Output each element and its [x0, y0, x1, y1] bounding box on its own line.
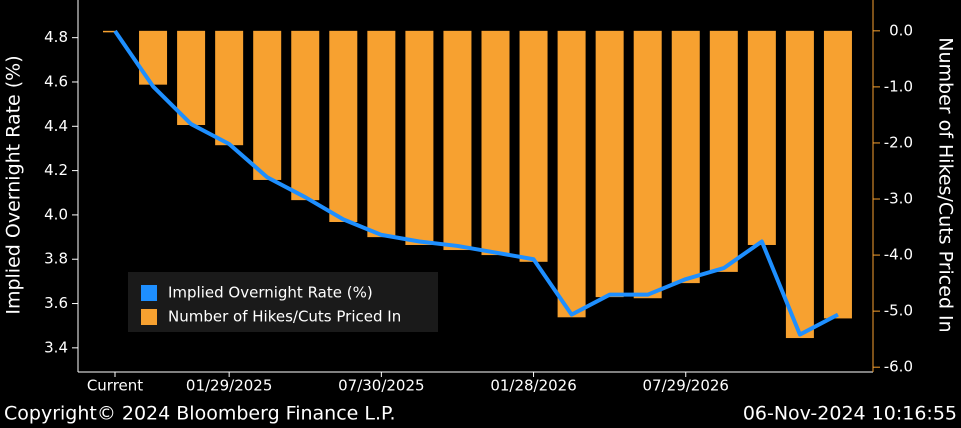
legend: Implied Overnight Rate (%) Number of Hike… [128, 272, 438, 332]
footer-timestamp: 06-Nov-2024 10:16:55 [743, 403, 957, 425]
legend-swatch [141, 309, 157, 325]
y2-tick-label: -1.0 [884, 77, 913, 95]
bar [367, 30, 396, 238]
bar [671, 30, 700, 284]
y2-tick-label: 0.0 [889, 21, 913, 39]
y-tick-label: 3.6 [44, 294, 68, 312]
legend-box [128, 272, 438, 332]
bar [519, 30, 548, 262]
bar [253, 30, 282, 180]
bar [329, 30, 358, 223]
bar [747, 30, 776, 245]
footer-copyright: Copyright© 2024 Bloomberg Finance L.P. [4, 403, 396, 425]
y2-axis-label: Number of Hikes/Cuts Priced In [935, 37, 957, 332]
bar [291, 30, 320, 201]
bar [785, 30, 814, 339]
bar [633, 30, 662, 299]
bar [139, 30, 168, 85]
y-tick-label: 4.4 [44, 117, 68, 135]
y-axis-label: Implied Overnight Rate (%) [3, 55, 25, 314]
y2-tick-label: -4.0 [884, 246, 913, 264]
y-tick-label: 3.8 [44, 250, 68, 268]
x-tick-label: 07/30/2025 [338, 377, 424, 395]
bar [103, 30, 117, 33]
y-tick-label: 4.0 [44, 205, 68, 223]
y-tick-label: 4.2 [44, 161, 68, 179]
rate-line [113, 29, 839, 337]
x-tick-label: 07/29/2026 [643, 377, 729, 395]
y2-tick-label: -6.0 [884, 358, 913, 376]
legend-label: Implied Overnight Rate (%) [168, 284, 373, 302]
legend-label: Number of Hikes/Cuts Priced In [168, 308, 401, 326]
bar [215, 30, 244, 146]
y2-tick-label: -3.0 [884, 190, 913, 208]
bar [481, 30, 510, 256]
bar [443, 30, 472, 251]
y-tick-label: 3.4 [44, 338, 68, 356]
x-tick-label: 01/29/2025 [186, 377, 272, 395]
y2-tick-label: -2.0 [884, 133, 913, 151]
y-tick-label: 4.6 [44, 72, 68, 90]
y-tick-label: 4.8 [44, 28, 68, 46]
x-tick-label: 01/28/2026 [490, 377, 576, 395]
bar [557, 30, 586, 318]
bar [405, 30, 434, 245]
bar [595, 30, 624, 298]
y2-tick-label: -5.0 [884, 302, 913, 320]
bar [177, 30, 206, 126]
bar [709, 30, 738, 272]
legend-swatch [141, 285, 157, 301]
x-tick-label: Current [87, 377, 143, 395]
bar [823, 30, 852, 319]
